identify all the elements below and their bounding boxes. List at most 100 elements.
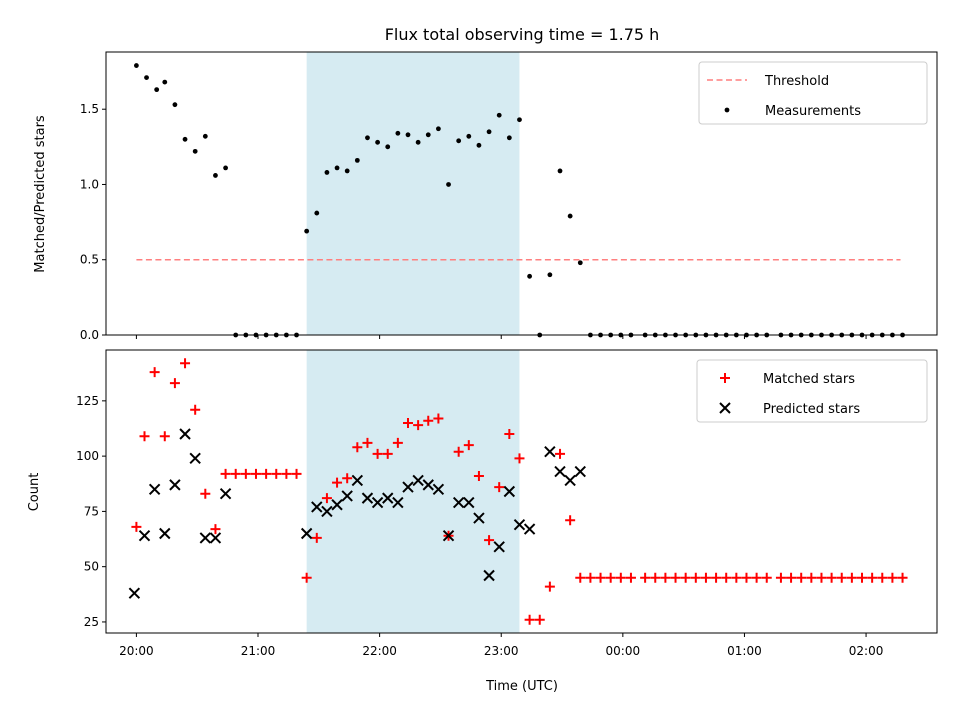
matched-stars-marker (857, 572, 868, 583)
predicted-stars-marker (463, 496, 475, 509)
measurement-point (314, 210, 320, 216)
measurement-point (324, 170, 330, 175)
matched-stars-marker (281, 468, 292, 479)
predicted-stars-marker (382, 492, 394, 504)
top-y-axis-label: Matched/Predicted stars (33, 115, 48, 273)
bottom-legend-box (696, 359, 928, 423)
matched-stars-marker (595, 572, 606, 583)
measurement-point (476, 142, 482, 148)
matched-stars-marker (250, 468, 261, 479)
predicted-stars-marker (179, 428, 191, 440)
matched-stars-marker (700, 572, 711, 583)
predicted-stars-marker (199, 532, 212, 544)
predicted-stars-marker (138, 530, 151, 542)
matched-stars-marker (741, 572, 752, 583)
predicted-stars-marker (331, 499, 343, 511)
predicted-stars-marker (392, 496, 404, 509)
measurement-point (547, 272, 553, 278)
bottom-y-tick-label: 25 (84, 615, 99, 629)
matched-stars-marker (301, 572, 312, 583)
matched-stars-marker (230, 468, 241, 479)
matched-stars-marker (806, 572, 817, 583)
legend-label: Measurements (765, 104, 861, 119)
matched-stars-marker (615, 572, 626, 583)
matched-stars-marker (555, 448, 566, 459)
matched-stars-marker (625, 572, 636, 583)
predicted-stars-marker (493, 541, 505, 553)
predicted-stars-marker (473, 512, 485, 524)
top-axes-frame (105, 51, 938, 336)
legend-label: Predicted stars (763, 402, 860, 417)
matched-stars-marker (751, 572, 762, 583)
top-y-tick-label: 1.0 (80, 177, 99, 191)
matched-stars-marker (514, 453, 525, 464)
x-tick-label: 20:00 (119, 644, 154, 658)
matched-stars-marker (544, 581, 555, 592)
matched-stars-marker (796, 572, 807, 583)
matched-stars-marker (640, 572, 651, 583)
measurement-point (425, 132, 431, 138)
predicted-stars-marker (513, 518, 526, 531)
matched-stars-marker (382, 448, 393, 459)
matched-stars-marker (877, 572, 888, 583)
predicted-stars-marker (574, 465, 586, 478)
x-tick-label: 21:00 (241, 644, 276, 658)
bottom-y-tick-label: 50 (84, 560, 99, 574)
matched-stars-marker (670, 572, 681, 583)
measurement-point (375, 139, 380, 145)
measurement-point (304, 228, 310, 234)
matched-stars-marker (897, 572, 908, 583)
predicted-stars-marker (209, 532, 222, 544)
measurement-point (354, 157, 360, 163)
matched-stars-marker (867, 572, 878, 583)
measurement-point (567, 213, 573, 219)
matched-stars-marker (220, 468, 231, 479)
top-y-tick-label: 1.5 (80, 102, 99, 116)
matched-stars-marker (650, 572, 661, 583)
measurement-point (456, 138, 462, 144)
matched-stars-marker (605, 572, 616, 583)
matched-stars-marker (392, 437, 403, 448)
matched-stars-marker (761, 572, 772, 583)
bottom-panel: 25 50 75 100 125 20:00 21:00 22:00 23:00 00:00 01:… (76, 349, 938, 658)
matched-stars-marker (413, 420, 424, 431)
matched-stars-marker (149, 367, 160, 378)
bottom-y-tick-label: 75 (84, 504, 99, 518)
matched-stars-marker (240, 468, 251, 479)
measurement-point (334, 165, 340, 171)
legend-matched-swatch (720, 373, 730, 383)
matched-stars-marker (816, 572, 827, 583)
matched-stars-marker (159, 431, 170, 442)
predicted-stars-marker (159, 527, 171, 540)
predicted-stars-marker (554, 465, 566, 478)
matched-stars-marker (139, 431, 150, 442)
matched-stars-marker (721, 572, 732, 583)
measurement-point (162, 79, 168, 85)
x-tick-label: 22:00 (362, 644, 397, 658)
top-panel: 0.0 0.5 1.0 1.5 Threshold Measurements (80, 51, 938, 342)
predicted-stars-marker (219, 488, 232, 500)
predicted-stars-marker (189, 452, 201, 465)
matched-stars-marker (524, 614, 535, 625)
bottom-axes-frame (105, 349, 938, 634)
matched-stars-marker (711, 572, 722, 583)
predicted-stars-marker (341, 490, 353, 502)
predicted-stars-marker (361, 492, 374, 504)
matched-stars-marker (565, 515, 576, 526)
matched-stars-marker (131, 521, 142, 532)
predicted-stars-marker (300, 527, 313, 540)
predicted-stars-marker (422, 479, 434, 491)
measurement-point (517, 117, 522, 123)
matched-stars-marker (731, 572, 742, 583)
predicted-stars-marker (503, 485, 516, 498)
measurement-point (182, 136, 188, 142)
measurement-point (557, 168, 563, 174)
bottom-y-tick-label: 100 (76, 449, 99, 463)
predicted-stars-marker (442, 530, 455, 542)
legend-label: Matched stars (763, 372, 855, 387)
matched-stars-marker (463, 440, 474, 451)
measurement-point (405, 132, 411, 138)
matched-stars-marker (836, 572, 847, 583)
measurement-point (506, 135, 512, 141)
